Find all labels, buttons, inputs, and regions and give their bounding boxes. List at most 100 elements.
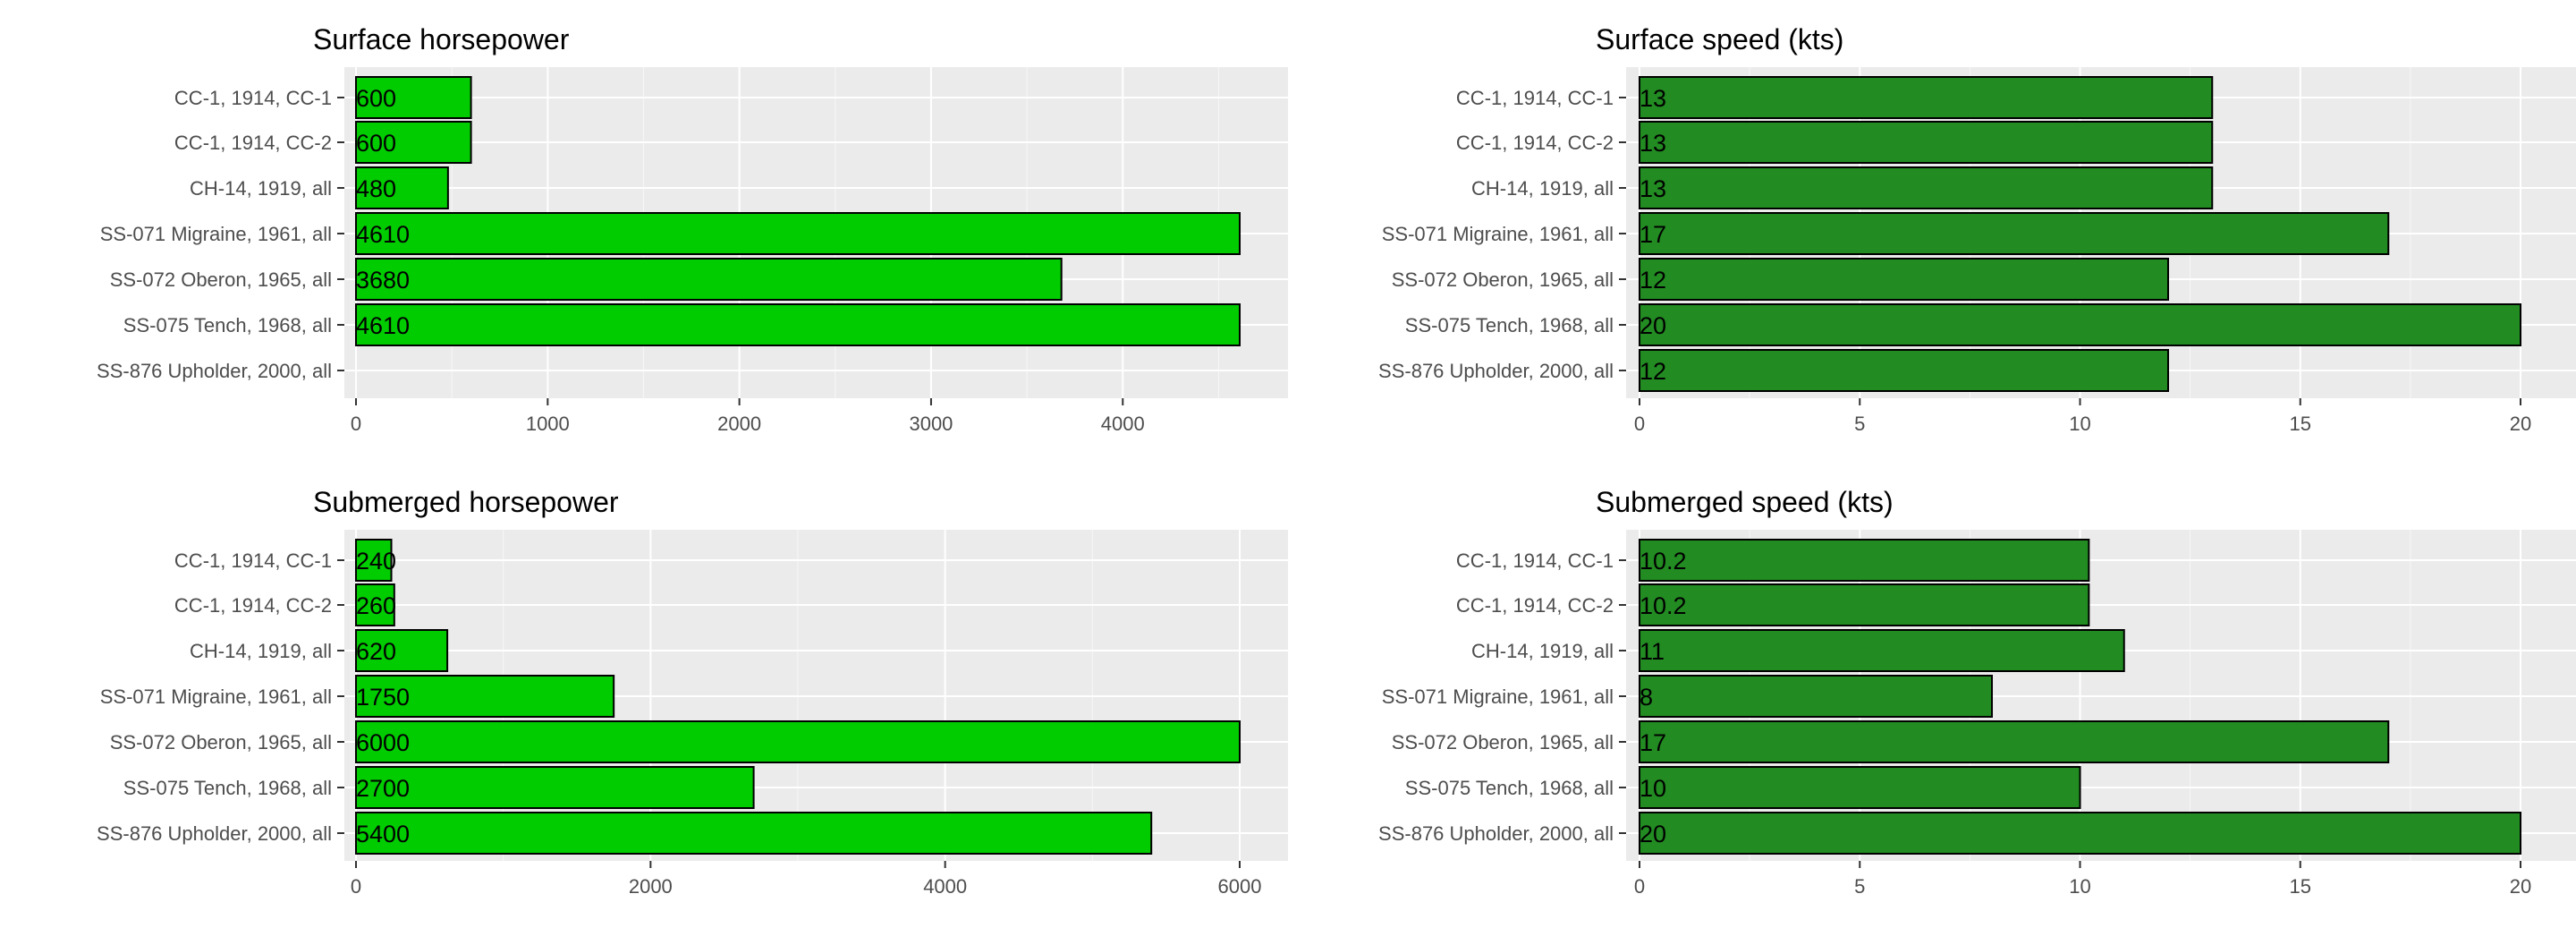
- category-label: SS-072 Oberon, 1965, all: [1392, 731, 1614, 753]
- x-tick-label: 4000: [923, 875, 967, 898]
- category-label: CC-1, 1914, CC-2: [174, 594, 332, 617]
- bar: [1639, 121, 2214, 164]
- x-tick-label: 0: [351, 875, 361, 898]
- category-label: SS-075 Tench, 1968, all: [1405, 314, 1614, 336]
- data-label: 12: [1640, 358, 1666, 385]
- data-label: 20: [1640, 312, 1666, 339]
- data-label: 13: [1640, 85, 1666, 112]
- category-label: SS-071 Migraine, 1961, all: [100, 223, 332, 245]
- category-label: CH-14, 1919, all: [190, 640, 332, 662]
- bar: [355, 539, 393, 582]
- x-tick-label: 1000: [526, 413, 570, 435]
- panel-submerged-speed: Submerged speed (kts) 0 5 10 15 20 CC-1, 1914,…: [1378, 486, 2576, 898]
- bar: [1639, 766, 2081, 809]
- x-tick-label: 15: [2290, 875, 2311, 898]
- bar: [1639, 539, 2090, 582]
- x-tick-label: 0: [1634, 413, 1645, 435]
- panel-submerged-horsepower: Submerged horsepower 0 2000 4000 6000 CC-1, 1…: [97, 486, 1288, 898]
- bar: [1639, 76, 2214, 119]
- bar: [355, 76, 472, 119]
- bar: [1639, 720, 2390, 763]
- category-label: SS-072 Oberon, 1965, all: [110, 731, 332, 753]
- x-tick-label: 20: [2510, 875, 2531, 898]
- bar: [1639, 303, 2521, 346]
- category-label: SS-876 Upholder, 2000, all: [1378, 822, 1614, 845]
- data-label: 600: [356, 130, 396, 157]
- data-label: 3680: [356, 267, 410, 294]
- bar: [1639, 812, 2521, 855]
- data-label: 1750: [356, 684, 410, 711]
- data-label: 5400: [356, 821, 410, 847]
- category-label: CH-14, 1919, all: [190, 177, 332, 200]
- bar: [1639, 675, 1993, 718]
- category-label: CC-1, 1914, CC-1: [1456, 549, 1614, 572]
- data-label: 2700: [356, 775, 410, 802]
- bar: [355, 166, 449, 209]
- data-label: 10.2: [1640, 548, 1687, 575]
- category-label: SS-071 Migraine, 1961, all: [1382, 223, 1614, 245]
- x-tick-label: 5: [1854, 875, 1865, 898]
- data-label: 10: [1640, 775, 1666, 802]
- category-label: SS-071 Migraine, 1961, all: [1382, 685, 1614, 708]
- data-label: 12: [1640, 267, 1666, 294]
- x-tick-label: 10: [2069, 413, 2090, 435]
- data-label: 13: [1640, 175, 1666, 202]
- data-label: 4610: [356, 312, 410, 339]
- bar: [355, 812, 1153, 855]
- category-label: CH-14, 1919, all: [1471, 177, 1614, 200]
- data-label: 4610: [356, 221, 410, 248]
- bar: [1639, 166, 2214, 209]
- bar: [355, 720, 1241, 763]
- data-label: 17: [1640, 729, 1666, 756]
- data-label: 20: [1640, 821, 1666, 847]
- bar: [1639, 583, 2090, 626]
- category-label: SS-072 Oberon, 1965, all: [110, 268, 332, 291]
- data-label: 620: [356, 638, 396, 665]
- bar: [1639, 349, 2169, 392]
- bar: [355, 583, 395, 626]
- data-label: 10.2: [1640, 592, 1687, 619]
- bar: [1639, 212, 2390, 255]
- data-label: 480: [356, 175, 396, 202]
- x-tick-label: 0: [1634, 875, 1645, 898]
- x-tick-label: 3000: [909, 413, 953, 435]
- data-label: 260: [356, 592, 396, 619]
- data-label: 8: [1640, 684, 1653, 711]
- x-tick-label: 2000: [717, 413, 761, 435]
- category-label: CC-1, 1914, CC-1: [1456, 87, 1614, 109]
- x-tick-label: 10: [2069, 875, 2090, 898]
- category-label: SS-075 Tench, 1968, all: [123, 777, 332, 799]
- x-tick-label: 2000: [629, 875, 673, 898]
- data-label: 11: [1640, 638, 1665, 665]
- category-label: SS-072 Oberon, 1965, all: [1392, 268, 1614, 291]
- category-label: SS-071 Migraine, 1961, all: [100, 685, 332, 708]
- category-label: CC-1, 1914, CC-1: [174, 87, 332, 109]
- chart-title: Surface horsepower: [313, 23, 570, 55]
- category-label: SS-876 Upholder, 2000, all: [97, 360, 332, 382]
- chart-title: Submerged speed (kts): [1596, 486, 1894, 518]
- bar: [355, 303, 1241, 346]
- x-tick-label: 20: [2510, 413, 2531, 435]
- category-label: SS-876 Upholder, 2000, all: [97, 822, 332, 845]
- data-label: 6000: [356, 729, 410, 756]
- chart-title: Surface speed (kts): [1596, 23, 1843, 55]
- category-label: SS-075 Tench, 1968, all: [123, 314, 332, 336]
- bar: [355, 212, 1241, 255]
- x-tick-label: 4000: [1101, 413, 1145, 435]
- chart-title: Submerged horsepower: [313, 486, 619, 518]
- category-label: CC-1, 1914, CC-1: [174, 549, 332, 572]
- data-label: 240: [356, 548, 396, 575]
- bar: [355, 675, 615, 718]
- bar: [355, 121, 472, 164]
- data-label: 13: [1640, 130, 1666, 157]
- bar: [355, 629, 449, 672]
- category-label: SS-876 Upholder, 2000, all: [1378, 360, 1614, 382]
- bar: [355, 258, 1063, 301]
- x-tick-label: 5: [1854, 413, 1865, 435]
- data-label: 17: [1640, 221, 1666, 248]
- panel-surface-speed: Surface speed (kts) 0 5 10 15 20 CC-1, 1914, C…: [1378, 23, 2576, 435]
- x-tick-label: 15: [2290, 413, 2311, 435]
- panel-surface-horsepower: Surface horsepower 0 1000 2000 3000 4000 CC-1,…: [97, 23, 1288, 435]
- x-tick-label: 0: [351, 413, 361, 435]
